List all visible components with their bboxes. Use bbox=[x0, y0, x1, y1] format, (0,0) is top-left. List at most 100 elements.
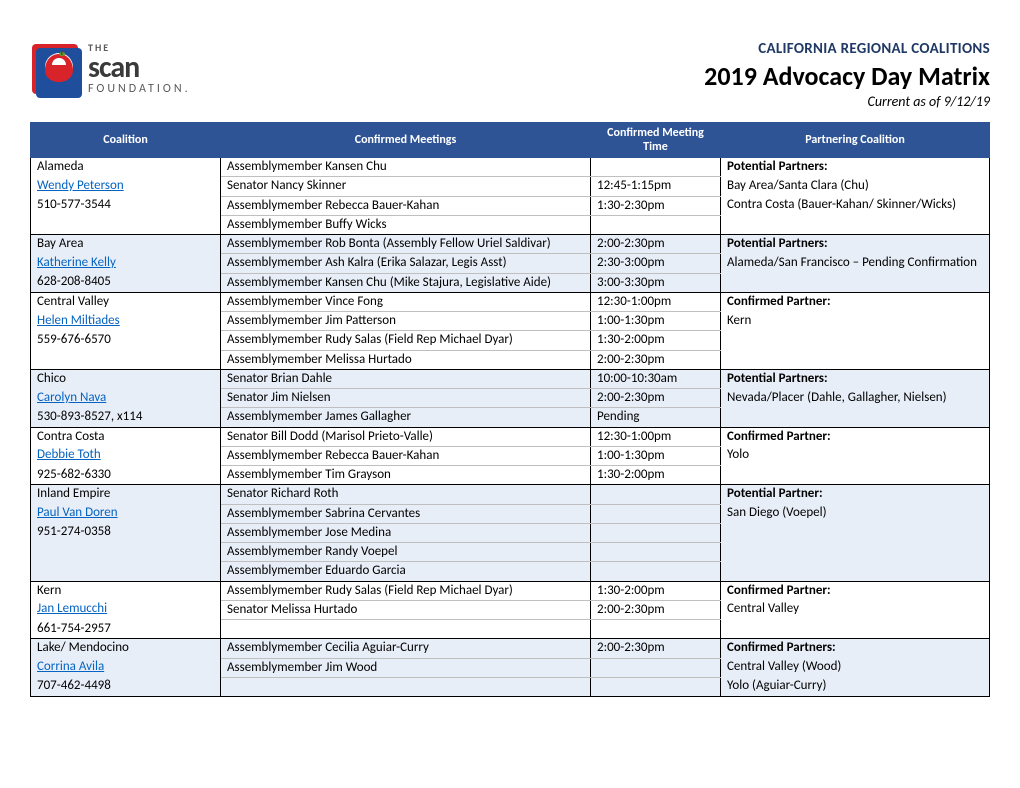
table-row: Assemblymember Eduardo Garcia bbox=[31, 562, 990, 581]
meeting-cell: Assemblymember Randy Voepel bbox=[221, 543, 591, 562]
table-row: Carolyn Nava Senator Jim Nielsen2:00-2:30… bbox=[31, 389, 990, 408]
coalition-cell: Corrina Avila bbox=[31, 658, 221, 677]
partner-cell bbox=[721, 523, 990, 542]
coalition-cell: Contra Costa bbox=[31, 427, 221, 446]
table-row: Corrina AvilaAssemblymember Jim WoodCent… bbox=[31, 658, 990, 677]
time-cell bbox=[591, 543, 721, 562]
contact-link[interactable]: Wendy Peterson bbox=[37, 178, 124, 193]
coalition-cell: 628-208-8405 bbox=[31, 273, 221, 292]
partner-cell: Central Valley bbox=[721, 600, 990, 619]
partner-label: Potential Partners: bbox=[727, 371, 828, 386]
meeting-cell: Assemblymember Jim Wood bbox=[221, 658, 591, 677]
time-cell: 1:00-1:30pm bbox=[591, 312, 721, 331]
coalition-cell: Inland Empire bbox=[31, 485, 221, 504]
partner-cell: Potential Partners: bbox=[721, 158, 990, 177]
table-row: Assemblymember Randy Voepel bbox=[31, 543, 990, 562]
partner-label: Potential Partners: bbox=[727, 236, 828, 251]
meeting-cell: Assemblymember Cecilia Aguiar-Curry bbox=[221, 639, 591, 658]
page-title: 2019 Advocacy Day Matrix bbox=[704, 60, 990, 92]
partner-cell: Yolo (Aguiar-Curry) bbox=[721, 677, 990, 696]
partner-cell bbox=[721, 543, 990, 562]
contact-link[interactable]: Katherine Kelly bbox=[37, 255, 116, 270]
logo-text: THE scan FOUNDATION. bbox=[88, 43, 191, 95]
time-cell: 2:00-2:30pm bbox=[591, 350, 721, 369]
time-cell bbox=[591, 504, 721, 523]
partner-cell: Confirmed Partner: bbox=[721, 292, 990, 311]
contact-link[interactable]: Jan Lemucchi bbox=[37, 601, 107, 616]
meeting-cell bbox=[221, 677, 591, 696]
coalition-cell: Helen Miltiades bbox=[31, 312, 221, 331]
table-row: 530-893-8527, x114Assemblymember James G… bbox=[31, 408, 990, 427]
partner-cell: Confirmed Partners: bbox=[721, 639, 990, 658]
table-row: AlamedaAssemblymember Kansen ChuPotentia… bbox=[31, 158, 990, 177]
page-header: THE scan FOUNDATION. CALIFORNIA REGIONAL… bbox=[30, 40, 990, 110]
col-time: Confirmed Meeting Time bbox=[591, 123, 721, 158]
table-row: Inland EmpireSenator Richard RothPotenti… bbox=[31, 485, 990, 504]
contact-link[interactable]: Paul Van Doren bbox=[37, 505, 118, 520]
time-cell: 2:30-3:00pm bbox=[591, 254, 721, 273]
time-cell bbox=[591, 620, 721, 639]
partner-label: Confirmed Partner: bbox=[727, 583, 831, 598]
meeting-cell: Senator Jim Nielsen bbox=[221, 389, 591, 408]
partner-cell: Confirmed Partner: bbox=[721, 427, 990, 446]
coalition-cell: Alameda bbox=[31, 158, 221, 177]
coalition-cell: 925-682-6330 bbox=[31, 466, 221, 485]
coalition-cell bbox=[31, 215, 221, 234]
partner-cell: Alameda/San Francisco – Pending Confirma… bbox=[721, 254, 990, 273]
meeting-cell: Assemblymember Tim Grayson bbox=[221, 466, 591, 485]
coalition-cell: Jan Lemucchi bbox=[31, 600, 221, 619]
partner-label: Confirmed Partner: bbox=[727, 429, 831, 444]
meeting-cell: Assemblymember Ash Kalra (Erika Salazar,… bbox=[221, 254, 591, 273]
coalition-cell: 661-754-2957 bbox=[31, 620, 221, 639]
partner-cell bbox=[721, 466, 990, 485]
coalition-cell bbox=[31, 543, 221, 562]
time-cell: 10:00-10:30am bbox=[591, 369, 721, 388]
meeting-cell: Assemblymember Melissa Hurtado bbox=[221, 350, 591, 369]
table-row: Helen Miltiades Assemblymember Jim Patter… bbox=[31, 312, 990, 331]
meeting-cell: Assemblymember Rebecca Bauer-Kahan bbox=[221, 196, 591, 215]
time-cell: 2:00-2:30pm bbox=[591, 639, 721, 658]
col-partner: Partnering Coalition bbox=[721, 123, 990, 158]
partner-cell bbox=[721, 620, 990, 639]
table-row: 510-577-3544Assemblymember Rebecca Bauer… bbox=[31, 196, 990, 215]
logo-icon bbox=[30, 40, 88, 98]
table-row: Paul Van Doren Assemblymember Sabrina Cer… bbox=[31, 504, 990, 523]
time-cell: 1:00-1:30pm bbox=[591, 446, 721, 465]
meeting-cell: Assemblymember Sabrina Cervantes bbox=[221, 504, 591, 523]
time-cell: 1:30-2:30pm bbox=[591, 196, 721, 215]
partner-label: Confirmed Partners: bbox=[727, 640, 836, 655]
time-cell: Pending bbox=[591, 408, 721, 427]
table-row: Central ValleyAssemblymember Vince Fong1… bbox=[31, 292, 990, 311]
partner-cell bbox=[721, 215, 990, 234]
table-row: Jan LemucchiSenator Melissa Hurtado2:00-… bbox=[31, 600, 990, 619]
matrix-table: Coalition Confirmed Meetings Confirmed M… bbox=[30, 122, 990, 697]
contact-link[interactable]: Corrina Avila bbox=[37, 659, 104, 674]
meeting-cell: Senator Brian Dahle bbox=[221, 369, 591, 388]
table-row: Debbie TothAssemblymember Rebecca Bauer-… bbox=[31, 446, 990, 465]
table-row: 951-274-0358Assemblymember Jose Medina bbox=[31, 523, 990, 542]
partner-cell: Potential Partners: bbox=[721, 369, 990, 388]
supertitle: CALIFORNIA REGIONAL COALITIONS bbox=[704, 40, 990, 58]
partner-cell bbox=[721, 331, 990, 350]
time-cell bbox=[591, 485, 721, 504]
table-row: 628-208-8405Assemblymember Kansen Chu (M… bbox=[31, 273, 990, 292]
meeting-cell: Assemblymember Rudy Salas (Field Rep Mic… bbox=[221, 331, 591, 350]
table-row: Assemblymember Buffy Wicks bbox=[31, 215, 990, 234]
meeting-cell: Assemblymember James Gallagher bbox=[221, 408, 591, 427]
coalition-cell: Lake/ Mendocino bbox=[31, 639, 221, 658]
time-cell: 2:00-2:30pm bbox=[591, 389, 721, 408]
contact-link[interactable]: Debbie Toth bbox=[37, 447, 101, 462]
partner-label: Confirmed Partner: bbox=[727, 294, 831, 309]
time-cell: 12:30-1:00pm bbox=[591, 427, 721, 446]
table-row: Assemblymember Melissa Hurtado2:00-2:30p… bbox=[31, 350, 990, 369]
contact-link[interactable]: Carolyn Nava bbox=[37, 390, 106, 405]
meeting-cell: Assemblymember Jim Patterson bbox=[221, 312, 591, 331]
logo: THE scan FOUNDATION. bbox=[30, 40, 191, 98]
time-cell: 12:30-1:00pm bbox=[591, 292, 721, 311]
partner-cell: Potential Partner: bbox=[721, 485, 990, 504]
partner-cell bbox=[721, 273, 990, 292]
contact-link[interactable]: Helen Miltiades bbox=[37, 313, 120, 328]
coalition-cell: Carolyn Nava bbox=[31, 389, 221, 408]
partner-cell: Kern bbox=[721, 312, 990, 331]
logo-brand: scan bbox=[88, 53, 191, 83]
